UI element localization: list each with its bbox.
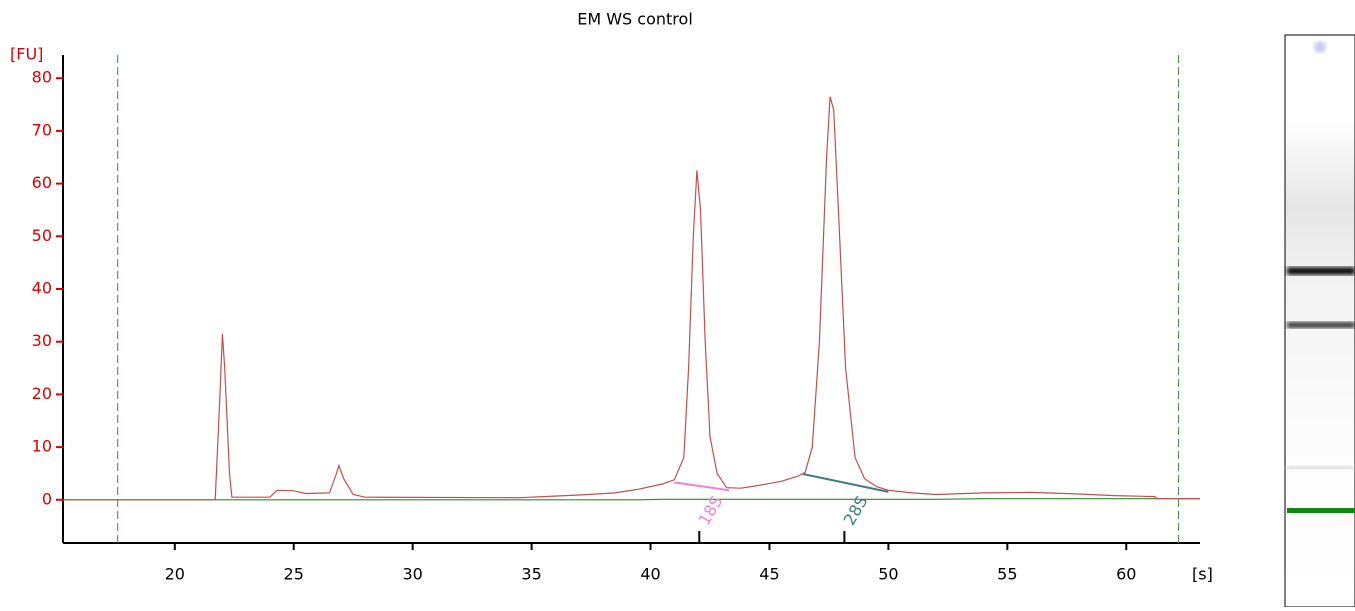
y-tick-label: 10	[32, 437, 52, 456]
x-tick-label: 30	[402, 565, 422, 584]
x-tick-label: 20	[165, 565, 185, 584]
trace	[63, 498, 1200, 501]
x-tick-label: 40	[640, 565, 660, 584]
x-tick-label: 35	[521, 565, 541, 584]
x-tick-label: 50	[878, 565, 898, 584]
peak-label: 18S	[695, 493, 727, 529]
gel-lane	[1284, 34, 1355, 608]
marker-spot	[1314, 41, 1326, 53]
peak-baseline	[674, 481, 730, 492]
y-tick-label: 40	[32, 278, 52, 297]
y-tick-label: 80	[32, 68, 52, 87]
y-tick-label: 0	[42, 489, 52, 508]
gel-band	[1287, 466, 1355, 469]
y-tick-label: 20	[32, 384, 52, 403]
y-tick-label: 30	[32, 331, 52, 350]
chart-title: EM WS control	[577, 10, 693, 29]
x-tick-label: 45	[759, 565, 779, 584]
x-tick-label: 55	[997, 565, 1017, 584]
y-tick-label: 50	[32, 226, 52, 245]
gel-band	[1287, 267, 1355, 275]
lane-frame	[1284, 34, 1355, 608]
trace	[63, 96, 1200, 501]
gel-band	[1287, 322, 1355, 328]
peak-baseline	[802, 472, 889, 493]
y-tick-label: 60	[32, 173, 52, 192]
x-tick-label: 60	[1116, 565, 1136, 584]
y-axis-label: [FU]	[10, 45, 43, 64]
peak-label: 28S	[840, 493, 872, 529]
gel-band	[1287, 508, 1355, 513]
y-tick-label: 70	[32, 120, 52, 139]
x-tick-label: 25	[284, 565, 304, 584]
x-axis-label: [s]	[1192, 565, 1213, 584]
